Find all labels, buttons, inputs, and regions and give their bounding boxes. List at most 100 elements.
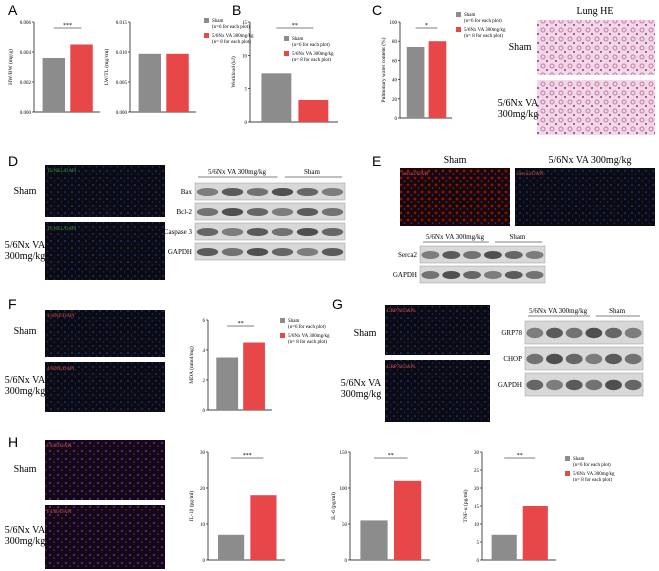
panel-label: G	[332, 296, 343, 312]
micrograph	[385, 305, 490, 355]
y-tick-label: 20	[392, 98, 398, 103]
legend-label: Sham	[212, 19, 224, 24]
bar	[250, 495, 277, 560]
micrograph	[45, 440, 165, 500]
bar	[406, 46, 425, 118]
micrograph	[45, 222, 165, 280]
y-tick-label: 50	[342, 523, 348, 528]
legend-swatch	[280, 333, 285, 338]
blot-band	[605, 353, 622, 365]
micrograph	[45, 505, 165, 569]
row-label: Sham	[13, 326, 37, 337]
stain-label: GRP78/DAPI	[387, 309, 415, 314]
y-tick-label: 6	[203, 319, 206, 324]
significance-label: *	[425, 23, 428, 29]
y-tick-label: 15	[474, 505, 480, 510]
y-tick-label: 5	[477, 541, 480, 546]
y-tick-label: 150	[340, 451, 348, 456]
legend-swatch	[204, 33, 209, 38]
bar	[394, 480, 422, 560]
y-tick-label: 0.005	[116, 81, 128, 86]
blot-band	[296, 248, 319, 256]
blot-group-label: 5/6Nx VA 300mg/kg	[529, 307, 588, 315]
blot-band	[585, 327, 603, 339]
legend-label: (n= 8 for each plot)	[212, 40, 251, 45]
stain-label: Serca2/DAPI	[517, 172, 544, 177]
legend-swatch	[284, 36, 289, 41]
blot-band	[271, 228, 294, 236]
blot-row-label: CHOP	[503, 355, 522, 363]
blot-band	[624, 353, 642, 365]
bar	[491, 534, 517, 560]
row-label: Sham	[508, 42, 532, 53]
y-axis-label: LW/TL (mg/cm)	[103, 49, 110, 86]
bar	[298, 100, 329, 122]
micrograph	[45, 362, 165, 412]
blot-band	[565, 327, 583, 339]
blot-row-label: GAPDH	[393, 271, 417, 279]
legend-swatch	[565, 456, 570, 461]
legend-label: (n= 8 for each plot)	[292, 58, 331, 63]
stain-label: F4/80/DAPI	[47, 444, 72, 449]
blot-band	[442, 251, 461, 259]
blot-band	[321, 248, 344, 256]
significance-label: **	[238, 321, 244, 327]
y-tick-label: 0	[395, 117, 398, 122]
bar	[522, 506, 548, 560]
legend-label: (n= 8 for each plot)	[464, 34, 503, 39]
row-label: 5/6Nx VA 300mg/kg	[4, 375, 46, 397]
blot-row-label: Caspase 3	[164, 228, 193, 236]
blot-band	[246, 208, 269, 216]
legend-label: Sham	[292, 37, 304, 42]
legend-label: 5/6Nx VA 300mg/kg	[288, 334, 330, 339]
stain-label: TUNEL/DAPI	[47, 169, 77, 174]
blot-band	[483, 271, 502, 279]
row-label: 5/6Nx VA 300mg/kg	[4, 525, 46, 547]
bar	[218, 534, 245, 560]
blot-band	[463, 271, 482, 279]
bar	[42, 58, 66, 112]
blot-band	[271, 188, 294, 196]
micrograph	[400, 168, 510, 226]
legend-label: (n=6 for each plot)	[212, 25, 250, 30]
legend-label: (n= 8 for each plot)	[573, 478, 612, 483]
column-label: Sham	[443, 155, 467, 166]
blot-band	[196, 208, 219, 216]
y-tick-label: 0.006	[20, 21, 32, 26]
row-label: 5/6Nx VA 300mg/kg	[340, 378, 382, 400]
micrograph	[385, 360, 490, 422]
y-axis-label: HW/BW (mg/g)	[7, 49, 14, 85]
blot-band	[546, 353, 563, 365]
panel-label: H	[8, 434, 19, 450]
blot-band	[565, 379, 583, 391]
stain-label: 4-HNE/DAPI	[47, 367, 75, 372]
legend-label: Sham	[573, 457, 585, 462]
stain-label: TUNEL/DAPI	[47, 227, 77, 232]
y-axis-label: TNF-α (pg/ml)	[462, 489, 469, 522]
blot-band	[296, 188, 319, 196]
blot-band	[624, 379, 642, 391]
blot-band	[546, 379, 563, 391]
legend-swatch	[456, 12, 461, 17]
blot-band	[605, 379, 622, 391]
blot-row-label: GAPDH	[168, 248, 192, 256]
blot-band	[442, 271, 461, 279]
y-tick-label: 0	[477, 559, 480, 564]
blot-group-label: Sham	[609, 307, 626, 315]
legend-label: (n=6 for each plot)	[573, 463, 611, 468]
y-tick-label: 0.004	[20, 51, 32, 56]
blot-strip	[524, 320, 644, 345]
y-tick-label: 60	[392, 59, 398, 64]
micrograph	[537, 20, 655, 75]
blot-band	[296, 208, 319, 216]
y-axis-label: IL-1β (pg/ml)	[188, 491, 195, 522]
blot-band	[271, 208, 294, 216]
blot-band	[526, 353, 544, 365]
legend-swatch	[456, 27, 461, 32]
y-tick-label: 80	[392, 40, 398, 45]
blot-group-label: Sham	[304, 168, 321, 176]
blot-strip	[524, 372, 644, 397]
legend-label: (n=6 for each plot)	[464, 19, 502, 24]
blot-band	[525, 271, 544, 279]
